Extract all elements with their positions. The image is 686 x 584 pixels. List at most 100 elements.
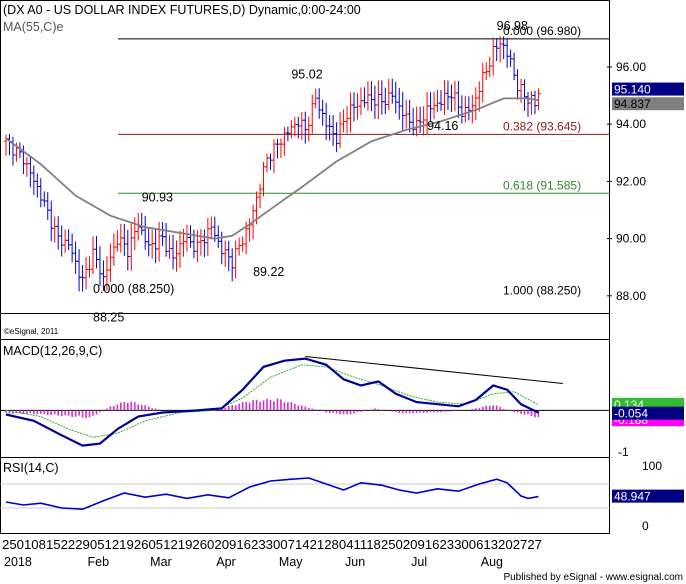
rsi-panel-frame: [0, 457, 610, 534]
price-bar: [111, 233, 116, 266]
price-bar: [265, 153, 269, 173]
price-bar: [445, 80, 450, 111]
price-bar: [456, 81, 461, 118]
price-bar: [184, 224, 189, 252]
price-bar: [77, 249, 82, 292]
price-ytick-label: 94.00: [616, 117, 646, 131]
price-bar: [505, 38, 510, 68]
price-bar: [501, 36, 506, 60]
price-bar: [80, 265, 85, 292]
price-bar: [84, 256, 89, 290]
price-annotation-1: 95.02: [291, 67, 322, 81]
price-annotation-4: 89.22: [253, 265, 284, 279]
price-bar: [428, 92, 433, 122]
price-bar: [240, 236, 245, 252]
price-bar: [418, 106, 423, 133]
price-bar: [268, 153, 273, 170]
price-bar: [439, 90, 443, 111]
price-bar: [129, 223, 134, 271]
macd-trendline: [305, 356, 563, 384]
price-bar: [459, 95, 464, 124]
price-bar: [383, 87, 388, 115]
price-bar: [191, 229, 196, 259]
price-bar: [118, 223, 123, 253]
price-bar: [59, 225, 64, 257]
price-bar: [470, 94, 475, 124]
price-bar: [498, 36, 503, 63]
price-bar: [285, 126, 290, 142]
price-bar: [345, 106, 350, 134]
price-bar: [282, 126, 287, 156]
price-bar: [94, 236, 99, 269]
price-bar: [97, 246, 102, 287]
price-bar: [519, 78, 524, 104]
price-bar: [202, 229, 207, 257]
price-bar: [449, 84, 454, 113]
rsi-label: RSI(14,C): [3, 461, 59, 475]
x-axis-month: Aug: [481, 555, 503, 569]
price-bar: [331, 115, 336, 146]
price-bar: [24, 156, 29, 177]
macd-signal-line: [5, 364, 539, 438]
price-bar: [136, 212, 141, 241]
price-bar: [529, 91, 534, 115]
macd-last-value-bg: [612, 406, 684, 420]
price-bar: [63, 229, 68, 253]
price-bar: [491, 37, 496, 76]
price-bar: [125, 229, 130, 271]
price-bar: [237, 237, 242, 256]
price-bar: [400, 91, 405, 130]
x-axis-month: Mar: [150, 555, 172, 569]
price-bar: [271, 139, 276, 173]
price-annotation-6: 88.25: [93, 311, 124, 325]
macd-last-value: -0.054: [614, 407, 648, 421]
price-bar: [28, 156, 33, 188]
price-bar: [442, 80, 447, 115]
price-bar: [480, 62, 485, 103]
price-bar: [261, 161, 266, 197]
fib-label-1: 0.382 (93.645): [503, 119, 581, 133]
price-bar: [362, 87, 367, 108]
macd-line: [5, 357, 539, 447]
price-bar: [35, 173, 40, 198]
price-bar: [122, 223, 127, 256]
copyright: ©eSignal, 2011: [4, 327, 59, 336]
price-bar: [379, 80, 384, 115]
rsi-ytick-label: 100: [642, 459, 662, 473]
ma-55-line: [5, 97, 539, 240]
price-bar: [376, 80, 381, 120]
price-ytick-label: 96.00: [616, 60, 646, 74]
price-bar: [452, 80, 457, 112]
price-bar: [355, 93, 360, 120]
price-bar: [150, 229, 155, 259]
price-ytick-label: 88.00: [616, 289, 646, 303]
price-bar: [233, 240, 238, 279]
price-bar: [209, 216, 214, 240]
fib-label-0: 0.000 (96.980): [503, 24, 581, 38]
price-bar: [372, 85, 377, 119]
chart-title: (DX A0 - US DOLLAR INDEX FUTURES,D) Dyna…: [3, 3, 361, 17]
rsi-last-value: 48.947: [614, 490, 651, 504]
price-bar: [296, 116, 301, 139]
price-bar: [407, 99, 412, 133]
price-bar: [369, 81, 374, 112]
price-bar: [536, 88, 541, 111]
x-axis-month: Feb: [88, 555, 110, 569]
price-ytick-label: 92.00: [616, 174, 646, 188]
price-bar: [275, 138, 280, 159]
price-annotation-2: 94.16: [427, 119, 458, 133]
price-bar: [313, 88, 318, 109]
price-bar: [178, 230, 182, 269]
price-bar: [42, 191, 47, 207]
price-bar: [421, 106, 426, 136]
fib-label-3: 1.000 (88.250): [503, 284, 581, 298]
price-bar: [532, 90, 537, 115]
price-bar: [174, 240, 179, 272]
price-bar: [327, 115, 332, 141]
close-last-value: 95.140: [614, 83, 651, 97]
x-axis-month: 2018: [4, 555, 32, 569]
price-bar: [10, 136, 15, 166]
price-bar: [515, 69, 520, 100]
price-bar: [522, 79, 527, 111]
